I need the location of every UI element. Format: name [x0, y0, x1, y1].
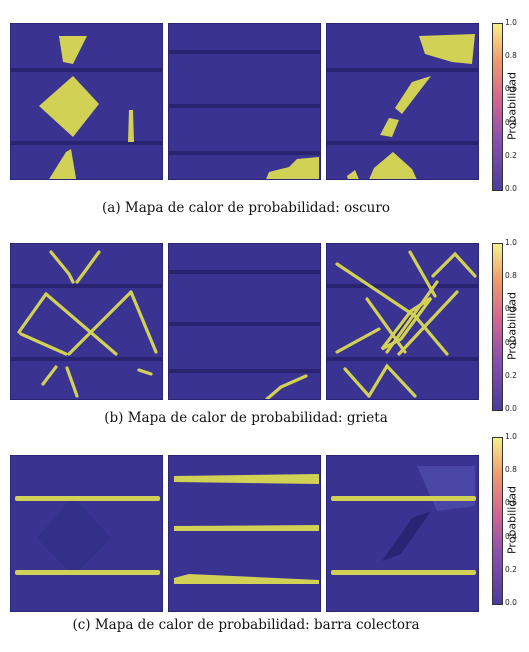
colorbar-tick: 0.2 [505, 565, 517, 574]
colorbar-tick: 0.4 [505, 338, 517, 347]
heatmap-cell-5 [168, 243, 321, 400]
heatmap-cell-4 [10, 243, 163, 400]
colorbar-tick: 0.8 [505, 271, 517, 280]
colorbar-tick: 0.8 [505, 465, 517, 474]
colorbar-tick: 0.4 [505, 118, 517, 127]
colorbar [492, 23, 503, 191]
colorbar-tick: 0.4 [505, 532, 517, 541]
heatmap-cell-2 [168, 23, 321, 180]
colorbar-tick: 0.0 [505, 598, 517, 607]
heatmap-cell-9 [326, 455, 479, 612]
colorbar-tick: 0.2 [505, 151, 517, 160]
colorbar-tick: 1.0 [505, 238, 517, 247]
colorbar-tick: 1.0 [505, 18, 517, 27]
heatmap-cell-1 [10, 23, 163, 180]
colorbar-tick: 0.6 [505, 84, 517, 93]
colorbar-tick: 0.0 [505, 184, 517, 193]
colorbar-tick: 1.0 [505, 432, 517, 441]
colorbar-tick: 0.6 [505, 304, 517, 313]
colorbar [492, 243, 503, 411]
colorbar-tick: 0.0 [505, 404, 517, 413]
colorbar-label: Probabilidad [505, 71, 519, 141]
colorbar-label: Probabilidad [505, 485, 519, 555]
panel-crack: 1.0 0.8 0.6 0.4 0.2 0.0 Probabilidad (b)… [0, 239, 529, 448]
heatmap-cell-7 [10, 455, 163, 612]
heatmap-cell-6 [326, 243, 479, 400]
panel-caption: (c) Mapa de calor de probabilidad: barra… [72, 617, 420, 633]
colorbar [492, 437, 503, 605]
panel-caption: (b) Mapa de calor de probabilidad: griet… [104, 410, 388, 426]
colorbar-tick: 0.6 [505, 498, 517, 507]
panel-caption: (a) Mapa de calor de probabilidad: oscur… [102, 200, 390, 216]
colorbar-tick: 0.8 [505, 51, 517, 60]
colorbar-label: Probabilidad [505, 291, 519, 361]
panel-busbar: 1.0 0.8 0.6 0.4 0.2 0.0 Probabilidad (c)… [0, 433, 529, 652]
panel-dark: 1.0 0.8 0.6 0.4 0.2 0.0 Probabilidad (a)… [0, 19, 529, 228]
heatmap-cell-8 [168, 455, 321, 612]
heatmap-cell-3 [326, 23, 479, 180]
colorbar-tick: 0.2 [505, 371, 517, 380]
